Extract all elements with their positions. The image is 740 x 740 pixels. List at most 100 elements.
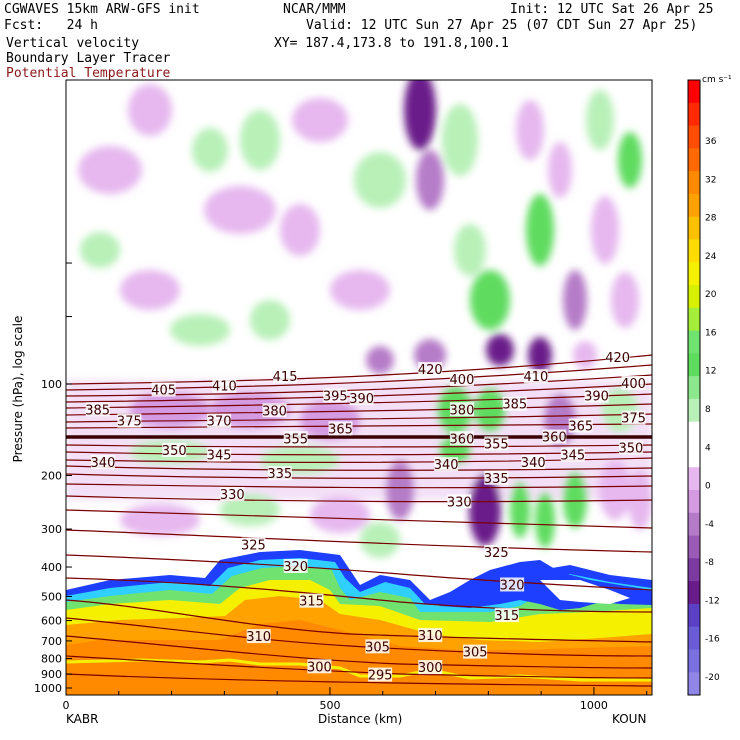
field-label-theta: Potential Temperature — [6, 66, 171, 81]
theta-label-bg — [621, 376, 646, 390]
y-tick-label: 100 — [41, 378, 62, 391]
theta-label-bg — [584, 388, 609, 403]
theta-label-text: 415 — [273, 370, 298, 385]
theta-label-text: 345 — [560, 449, 585, 464]
theta-label: 335 — [484, 470, 509, 487]
end-station-label: KOUN — [612, 712, 647, 726]
theta-label-text: 340 — [434, 458, 459, 473]
theta-label: 320 — [500, 577, 525, 593]
theta-label-text: 390 — [349, 392, 374, 407]
theta-label-text: 400 — [621, 377, 646, 392]
colorbar-swatch — [688, 376, 700, 400]
theta-label: 380 — [262, 403, 287, 419]
theta-label-bg — [605, 349, 630, 364]
theta-label: 400 — [450, 371, 474, 388]
theta-label-text: 375 — [621, 412, 646, 427]
colorbar: 36 32 28 24 20 16 12 8 4 0 -4 -8 -12 -16 -20 — [687, 79, 720, 696]
theta-label: 315 — [299, 593, 324, 610]
colorbar-label: -8 — [705, 558, 714, 568]
theta-label: 355 — [484, 436, 509, 452]
y-tick-label: 600 — [41, 615, 62, 628]
colorbar-label: 12 — [705, 367, 716, 377]
theta-label: 390 — [584, 388, 609, 405]
theta-label-text: 295 — [368, 669, 393, 684]
theta-label-text: 325 — [484, 546, 509, 561]
colorbar-swatch — [688, 490, 700, 514]
x-axis-ticks: 0 500 1000 — [63, 687, 648, 712]
theta-label-text: 360 — [450, 432, 475, 447]
y-tick-label: 300 — [41, 523, 62, 536]
y-axis-title-wrap: Pressure (hPa), log scale — [8, 290, 25, 490]
theta-label-bg — [283, 559, 308, 574]
theta-label: 420 — [605, 349, 630, 366]
theta-label: 340 — [434, 457, 459, 473]
colorbar-swatch — [688, 330, 700, 354]
theta-label-text: 315 — [494, 609, 519, 624]
colorbar-label: 4 — [705, 443, 711, 453]
theta-label-bg — [151, 382, 176, 397]
colorbar-label: -16 — [705, 635, 720, 645]
theta-label: 410 — [212, 378, 237, 395]
theta-label-bg — [542, 429, 567, 444]
theta-label-bg — [494, 608, 519, 623]
theta-label-text: 410 — [212, 380, 237, 395]
colorbar-swatch — [688, 603, 700, 628]
theta-label-bg — [283, 431, 308, 446]
theta-label: 300 — [307, 659, 332, 675]
theta-label-text: 340 — [521, 456, 546, 471]
theta-label-bg — [246, 629, 271, 644]
theta-label-bg — [618, 440, 643, 455]
theta-label-text: 420 — [605, 351, 630, 366]
theta-label: 310 — [246, 629, 271, 645]
theta-label-bg — [449, 402, 474, 417]
y-tick-label: 1000 — [34, 682, 62, 695]
colorbar-swatch — [688, 285, 700, 309]
theta-label-bg — [162, 442, 187, 457]
theta-label-bg — [273, 369, 298, 384]
y-tick-label: 700 — [41, 635, 62, 648]
theta-label: 410 — [523, 369, 548, 385]
theta-label-text: 345 — [207, 449, 232, 464]
valid-time: Valid: 12 UTC Sun 27 Apr 25 (07 CDT Sun … — [306, 18, 698, 33]
theta-label: 350 — [618, 440, 643, 457]
theta-label-bg — [220, 487, 245, 502]
theta-label: 340 — [91, 455, 116, 471]
x-tick-label: 500 — [319, 699, 340, 712]
upper-wave-pattern — [78, 80, 642, 374]
theta-label: 365 — [568, 418, 593, 435]
theta-label-text: 405 — [151, 383, 176, 398]
theta-label-text: 365 — [568, 420, 593, 435]
colorbar-label: 28 — [705, 214, 717, 224]
theta-label-bg — [117, 413, 142, 428]
theta-label-text: 335 — [267, 467, 292, 482]
theta-label-bg — [307, 659, 332, 674]
theta-label-text: 355 — [484, 437, 509, 452]
theta-label-bg — [349, 390, 374, 405]
theta-label-bg — [365, 639, 390, 654]
theta-label: 395 — [323, 388, 348, 405]
y-tick-label: 800 — [41, 653, 62, 666]
colorbar-swatch — [688, 581, 700, 605]
theta-label: 415 — [273, 369, 298, 385]
colorbar-swatch — [688, 171, 700, 195]
theta-label-bg — [523, 369, 548, 384]
theta-label: 375 — [117, 413, 142, 430]
theta-label-bg — [241, 537, 266, 552]
theta-label: 330 — [447, 494, 472, 510]
y-tick-label: 200 — [41, 470, 62, 483]
theta-label: 315 — [494, 608, 519, 624]
theta-label-bg — [484, 545, 509, 560]
x-tick-label: 1000 — [580, 699, 608, 712]
theta-label-text: 340 — [91, 456, 116, 471]
theta-label-bg — [447, 494, 472, 509]
colorbar-swatch — [688, 467, 700, 491]
theta-label: 400 — [621, 376, 646, 392]
colorbar-label: 16 — [705, 328, 717, 338]
theta-label-text: 305 — [463, 646, 488, 661]
start-station-label: KABR — [66, 712, 99, 726]
colorbar-label: -12 — [705, 596, 720, 606]
theta-label: 345 — [207, 447, 232, 464]
